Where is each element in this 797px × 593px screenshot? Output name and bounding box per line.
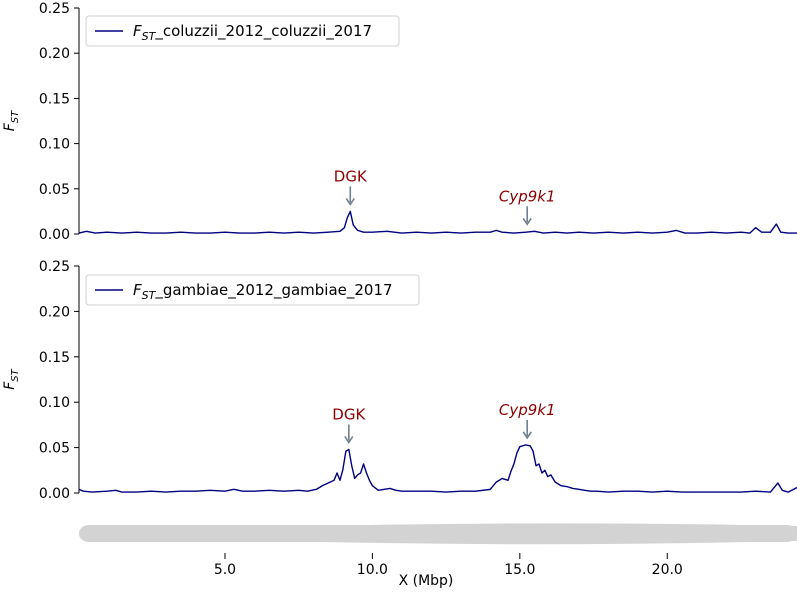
y-tick-label: 0.05 [39,441,70,457]
y-tick-label: 0.25 [39,1,70,17]
y-tick-label: 0.00 [39,486,70,502]
y-tick-label: 0.10 [39,395,70,411]
y-tick-label: 0.20 [39,304,70,320]
x-axis: 5.0 10.0 15.0 20.0 X (Mbp) [214,553,683,589]
annotation-arrowhead [522,217,532,226]
y-tick-label: 0.15 [39,350,70,366]
y-tick-label: 0.15 [39,91,70,107]
annotation-arrowhead [522,431,532,440]
x-axis-label: X (Mbp) [399,573,454,589]
legend-box [85,274,420,306]
panel-coluzzii: 0.00 0.05 0.10 0.15 0.20 0.25 FST DGK Cyp9k1 FST_… [2,1,797,243]
y-tick-label: 0.25 [39,259,70,275]
annotation-label: DGK [334,167,368,185]
x-tick-label: 5.0 [214,562,236,578]
annotation-arrowhead [345,197,355,206]
annotation-label: Cyp9k1 [499,401,556,419]
legend-label: FST_coluzzii_2012_coluzzii_2017 [133,22,372,43]
legend: FST_coluzzii_2012_coluzzii_2017 [85,15,400,47]
chromosome-body [79,525,797,542]
annotation-label: DGK [332,405,366,423]
y-tick-label: 0.20 [39,46,70,62]
legend-box [85,15,400,47]
y-tick-label: 0.00 [39,227,70,243]
x-tick-label: 10.0 [357,562,388,578]
annotation-label: Cyp9k1 [499,187,556,205]
annotation-arrowhead [344,435,354,444]
y-tick-label: 0.05 [39,182,70,198]
chromosome-track [79,523,797,545]
legend-label: FST_gambiae_2012_gambiae_2017 [133,281,393,302]
series-line [78,444,797,493]
legend: FST_gambiae_2012_gambiae_2017 [85,274,420,306]
y-tick-label: 0.10 [39,137,70,153]
x-tick-label: 20.0 [652,562,683,578]
x-tick-label: 15.0 [504,562,535,578]
y-axis-label: FST [2,368,21,389]
panel-gambiae: 0.00 0.05 0.10 0.15 0.20 0.25 FST DGK Cyp9k1 FST_… [2,259,797,502]
series-line [78,210,797,234]
y-axis-label: FST [2,110,21,131]
